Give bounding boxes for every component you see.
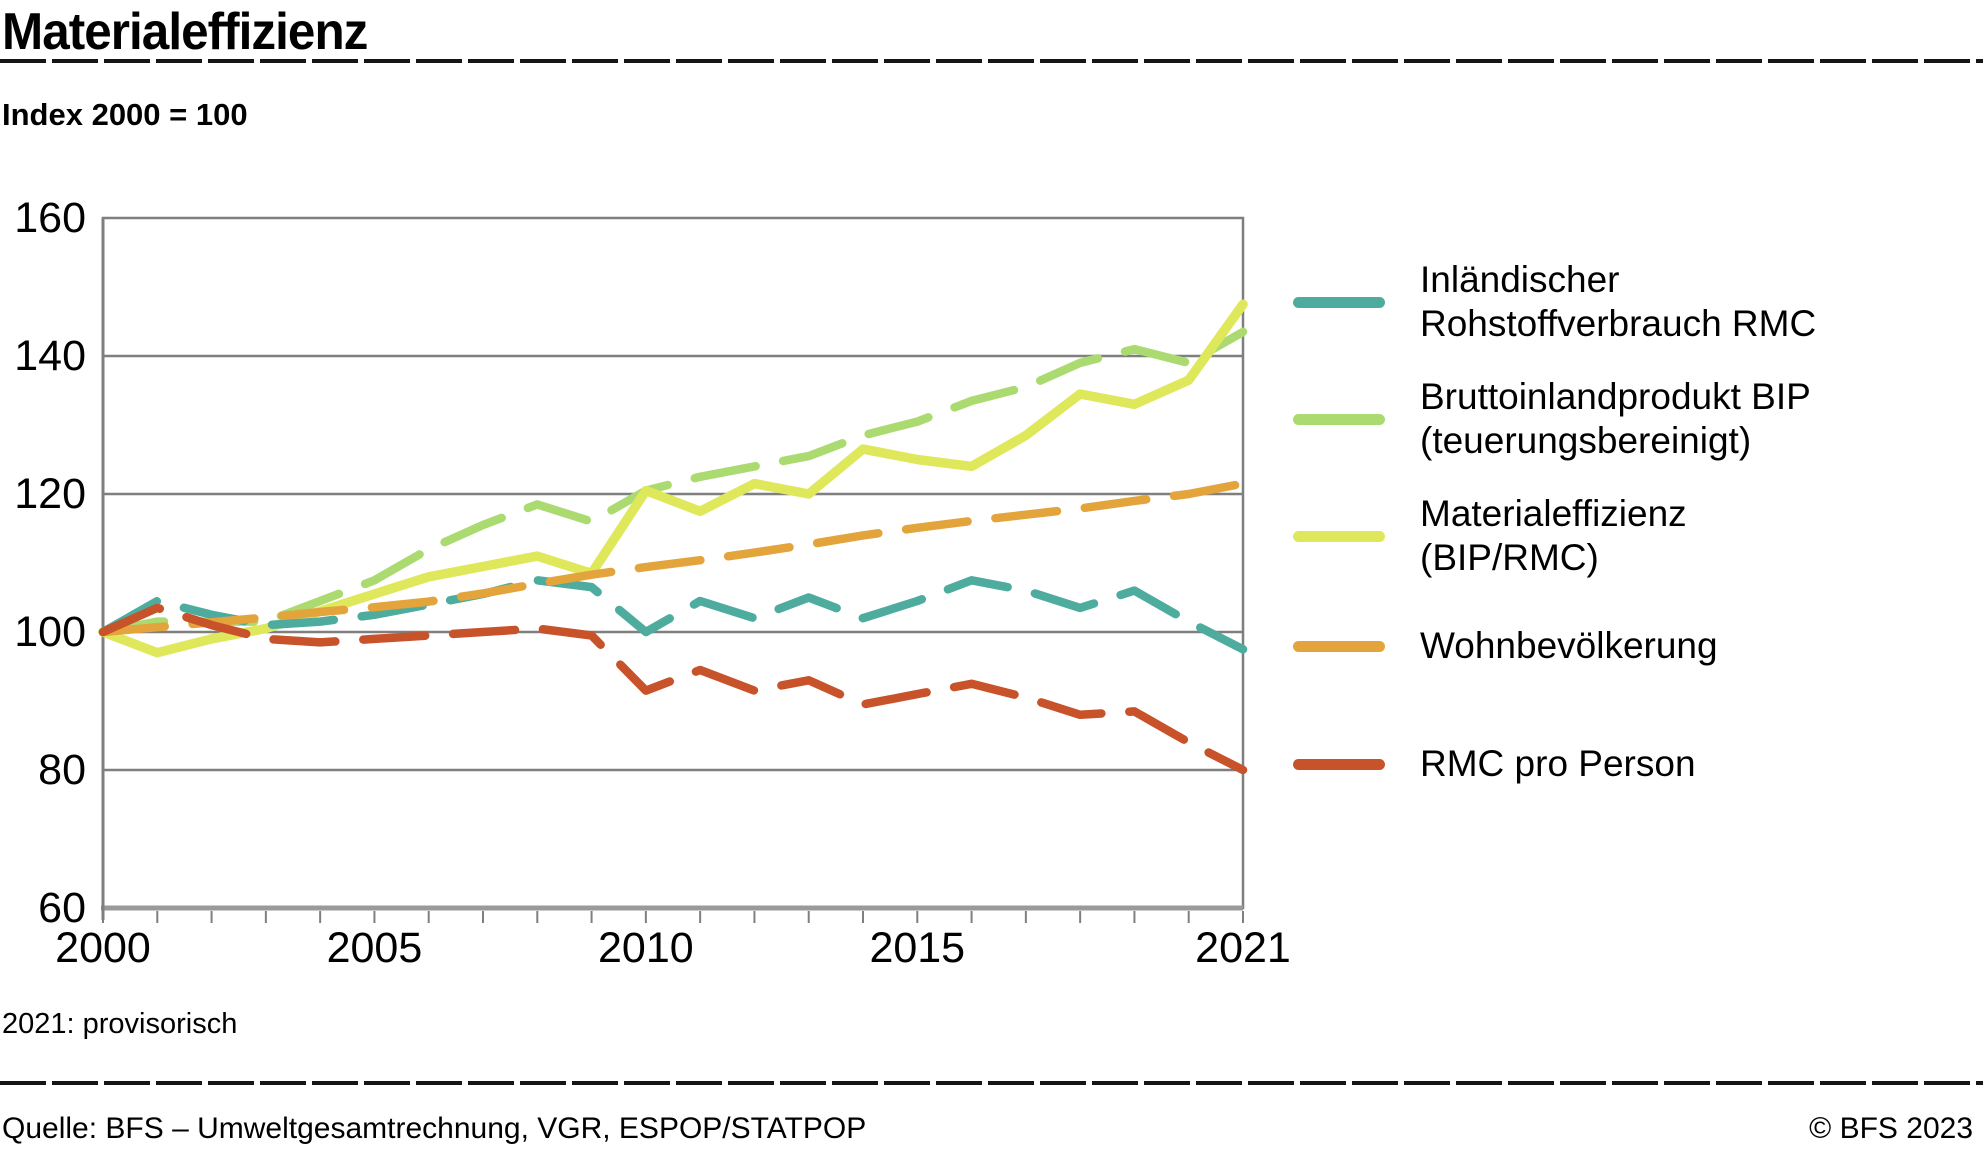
- y-tick-label-80: 80: [38, 746, 86, 794]
- legend-label: RMC pro Person: [1420, 743, 1696, 784]
- series-line-0: [98, 576, 1248, 654]
- series-line-3: [98, 479, 1248, 637]
- legend-swatch-icon: [1293, 296, 1385, 308]
- series-line-1: [98, 327, 1248, 637]
- legend-item-1: Bruttoinlandprodukt BIP (teuerungsbereini…: [1293, 375, 1953, 463]
- footer-row: Quelle: BFS – Umweltgesamtrechnung, VGR,…: [0, 1112, 1983, 1146]
- legend-label: Inländischer Rohstoffverbrauch RMC: [1420, 259, 1817, 344]
- legend-swatch-icon: [1293, 530, 1385, 542]
- legend-swatch-icon: [1293, 640, 1385, 652]
- x-tick-label-2005: 2005: [326, 924, 423, 972]
- x-tick-label-2000: 2000: [55, 924, 151, 972]
- legend-item-4: RMC pro Person: [1293, 742, 1953, 786]
- series-line-4: [98, 603, 1248, 775]
- y-tick-label-60: 60: [38, 884, 86, 932]
- legend-item-0: Inländischer Rohstoffverbrauch RMC: [1293, 258, 1953, 346]
- y-tick-label-120: 120: [14, 470, 86, 518]
- legend-swatch-icon: [1293, 758, 1385, 770]
- legend-item-3: Wohnbevölkerung: [1293, 624, 1953, 668]
- y-tick-label-100: 100: [14, 608, 86, 656]
- legend-label: Bruttoinlandprodukt BIP (teuerungsbereini…: [1420, 376, 1811, 461]
- x-tick-label-2010: 2010: [598, 924, 694, 972]
- footer-divider: [0, 1081, 1983, 1085]
- y-tick-label-140: 140: [14, 332, 86, 380]
- chart-footnote: 2021: provisorisch: [2, 1008, 238, 1040]
- source-text: Quelle: BFS – Umweltgesamtrechnung, VGR,…: [2, 1112, 867, 1145]
- chart-legend: Inländischer Rohstoffverbrauch RMC Bruttoi…: [1293, 258, 1953, 786]
- legend-label: Wohnbevölkerung: [1420, 625, 1718, 666]
- legend-label: Materialeffizienz (BIP/RMC): [1420, 493, 1687, 578]
- legend-item-2: Materialeffizienz (BIP/RMC): [1293, 492, 1953, 580]
- chart-subtitle: Index 2000 = 100: [2, 97, 248, 132]
- x-tick-label-2021: 2021: [1195, 924, 1291, 972]
- x-tick-label-2015: 2015: [869, 924, 966, 972]
- title-divider: [0, 59, 1983, 63]
- page-title: Materialeffizienz: [2, 3, 368, 61]
- y-tick-label-160: 160: [14, 194, 86, 242]
- copyright-text: © BFS 2023: [1809, 1112, 1973, 1145]
- legend-swatch-icon: [1293, 413, 1385, 425]
